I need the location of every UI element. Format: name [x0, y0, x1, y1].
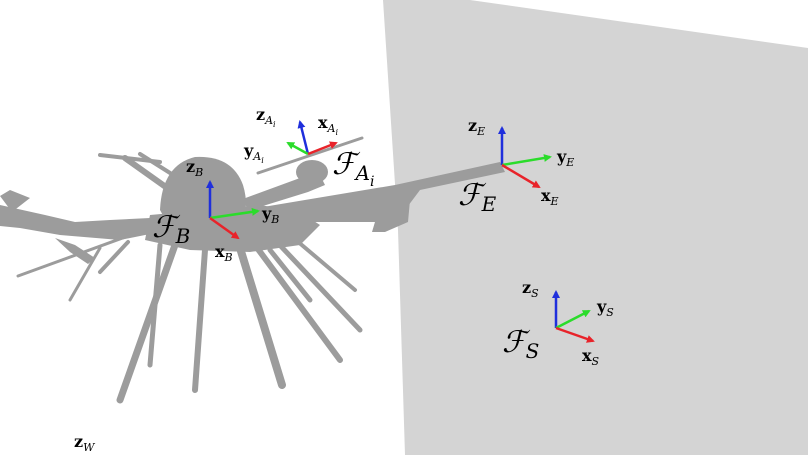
frame-body: zB yB xB ℱB	[152, 157, 279, 264]
body-y-label: yB	[261, 204, 279, 226]
ee-y-label: yE	[556, 147, 574, 169]
body-z-label: zB	[186, 157, 203, 179]
arm-frame-name: ℱAi	[332, 147, 375, 190]
body-y-axis	[209, 207, 260, 220]
body-x-label: xB	[215, 242, 233, 264]
wall-top-edge	[470, 0, 808, 48]
surface-y-axis	[555, 309, 591, 330]
arm-y-axis	[286, 141, 309, 156]
world-z-label: zW	[74, 432, 96, 454]
arm-y-label: yAi	[243, 141, 264, 165]
aerial-vehicle	[0, 136, 505, 404]
surface-y-label: yS	[596, 297, 614, 319]
frame-end-effector: zE yE xE ℱE	[458, 116, 574, 216]
ee-y-axis	[501, 154, 552, 167]
body-x-axis	[209, 216, 240, 240]
arm-z-label: zAi	[256, 105, 276, 129]
arm-z-axis	[297, 120, 310, 155]
ee-frame-name: ℱE	[458, 178, 497, 216]
wall-surface	[383, 0, 808, 455]
surface-z-label: zS	[522, 278, 539, 300]
arm-x-label: xAi	[318, 113, 339, 137]
ee-z-label: zE	[468, 116, 485, 138]
body-frame-name: ℱB	[152, 210, 190, 248]
ee-x-label: xE	[541, 186, 559, 208]
arm-x-axis	[307, 141, 338, 156]
ee-x-axis	[501, 163, 541, 189]
surface-x-label: xS	[582, 346, 600, 368]
surface-x-axis	[555, 326, 595, 343]
